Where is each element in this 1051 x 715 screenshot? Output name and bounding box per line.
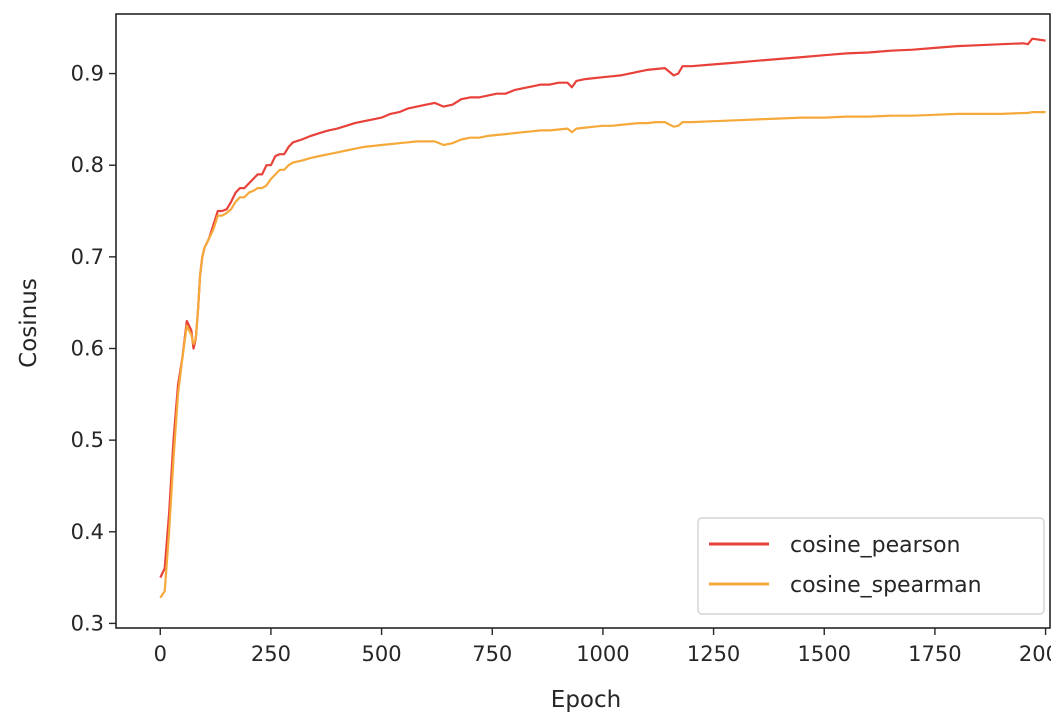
legend: cosine_pearson cosine_spearman [698,518,1044,614]
x-tick-label: 1250 [687,642,740,666]
y-axis-label: Cosinus [16,278,42,368]
x-tick-label: 0 [154,642,167,666]
x-tick-label: 250 [251,642,291,666]
legend-label-cosine-pearson: cosine_pearson [790,533,961,558]
y-tick-label: 0.5 [71,428,104,452]
x-tick-label: 750 [472,642,512,666]
y-axis: 0.3 0.4 0.5 0.6 0.7 0.8 0.9 [71,62,116,636]
x-axis: 0 250 500 750 1000 1250 1500 1750 2000 [154,628,1051,666]
x-tick-label: 1000 [576,642,629,666]
x-tick-label: 1750 [908,642,961,666]
x-axis-label: Epoch [551,687,621,713]
y-tick-label: 0.6 [71,336,104,360]
y-tick-label: 0.7 [71,245,104,269]
x-tick-label: 2000 [1019,642,1051,666]
y-tick-label: 0.9 [71,62,104,86]
y-tick-label: 0.3 [71,611,104,635]
y-tick-label: 0.8 [71,153,104,177]
x-tick-label: 1500 [798,642,851,666]
legend-label-cosine-spearman: cosine_spearman [790,573,982,598]
x-tick-label: 500 [362,642,402,666]
y-tick-label: 0.4 [71,520,104,544]
